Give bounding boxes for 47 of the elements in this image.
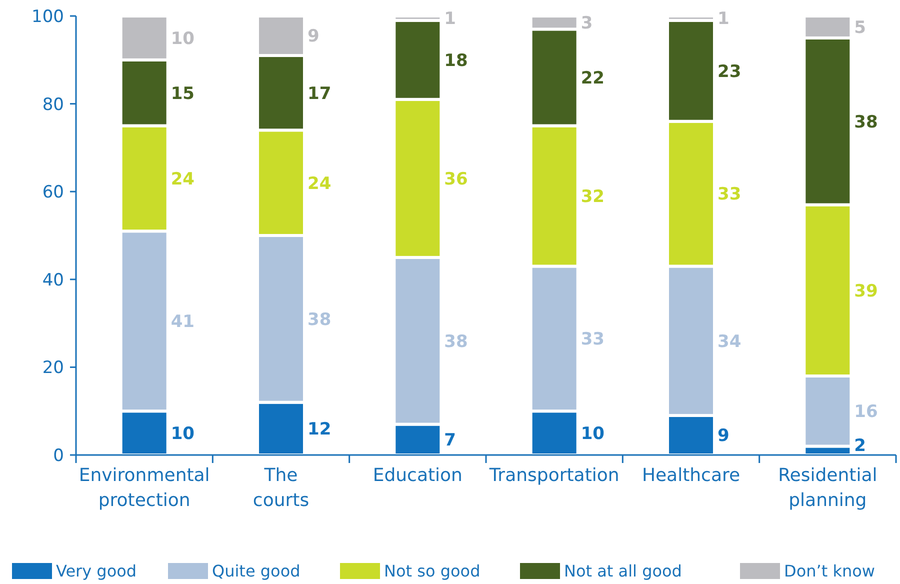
- data-label: 36: [444, 169, 468, 190]
- x-tick-label: Environmental protection: [78, 465, 210, 511]
- legend-label: Not at all good: [564, 562, 682, 581]
- data-label: 15: [170, 84, 195, 104]
- y-tick-label: 40: [42, 270, 64, 290]
- data-label: 12: [308, 420, 332, 440]
- y-tick-label: 20: [42, 358, 64, 378]
- x-tick-label: Residential planning: [778, 465, 878, 511]
- data-label: 5: [854, 18, 866, 38]
- data-label: 9: [718, 426, 730, 446]
- data-label: 1: [444, 9, 456, 30]
- data-label: 23: [718, 62, 742, 82]
- data-label: 9: [308, 26, 320, 47]
- data-label: 38: [854, 112, 878, 132]
- data-label: 16: [854, 402, 878, 422]
- data-label: 33: [580, 330, 605, 350]
- y-tick-label: 60: [42, 182, 64, 203]
- legend-label: Quite good: [212, 562, 300, 581]
- data-label: 10: [170, 28, 195, 49]
- data-label: 38: [308, 310, 332, 330]
- legend-label: Very good: [56, 562, 137, 581]
- data-label: 41: [170, 312, 195, 332]
- data-label: 24: [308, 174, 332, 194]
- data-label: 32: [580, 186, 605, 207]
- data-label: 22: [580, 68, 605, 88]
- data-label: 1: [718, 9, 730, 30]
- x-tick-label: Transportation: [488, 465, 620, 486]
- x-tick-label: Education: [372, 465, 462, 486]
- data-label: 34: [718, 332, 742, 352]
- y-tick-label: 0: [53, 446, 64, 466]
- data-label: 17: [308, 84, 332, 104]
- legend-label: Not so good: [384, 562, 480, 581]
- data-label: 10: [580, 424, 605, 444]
- data-label: 2: [854, 436, 866, 456]
- x-tick-label: Healthcare: [642, 465, 740, 486]
- data-label: 24: [170, 169, 195, 190]
- data-label: 3: [580, 14, 593, 34]
- data-label: 33: [718, 184, 742, 205]
- data-label: 39: [854, 281, 878, 302]
- y-tick-label: 80: [42, 94, 64, 115]
- data-label: 18: [444, 50, 468, 71]
- data-label: 7: [444, 430, 456, 451]
- data-label: 38: [444, 332, 468, 352]
- x-tick-label: The courts: [252, 465, 310, 511]
- y-tick-label: 100: [32, 6, 64, 27]
- legend-label: Don’t know: [784, 562, 875, 581]
- data-label: 10: [170, 424, 195, 444]
